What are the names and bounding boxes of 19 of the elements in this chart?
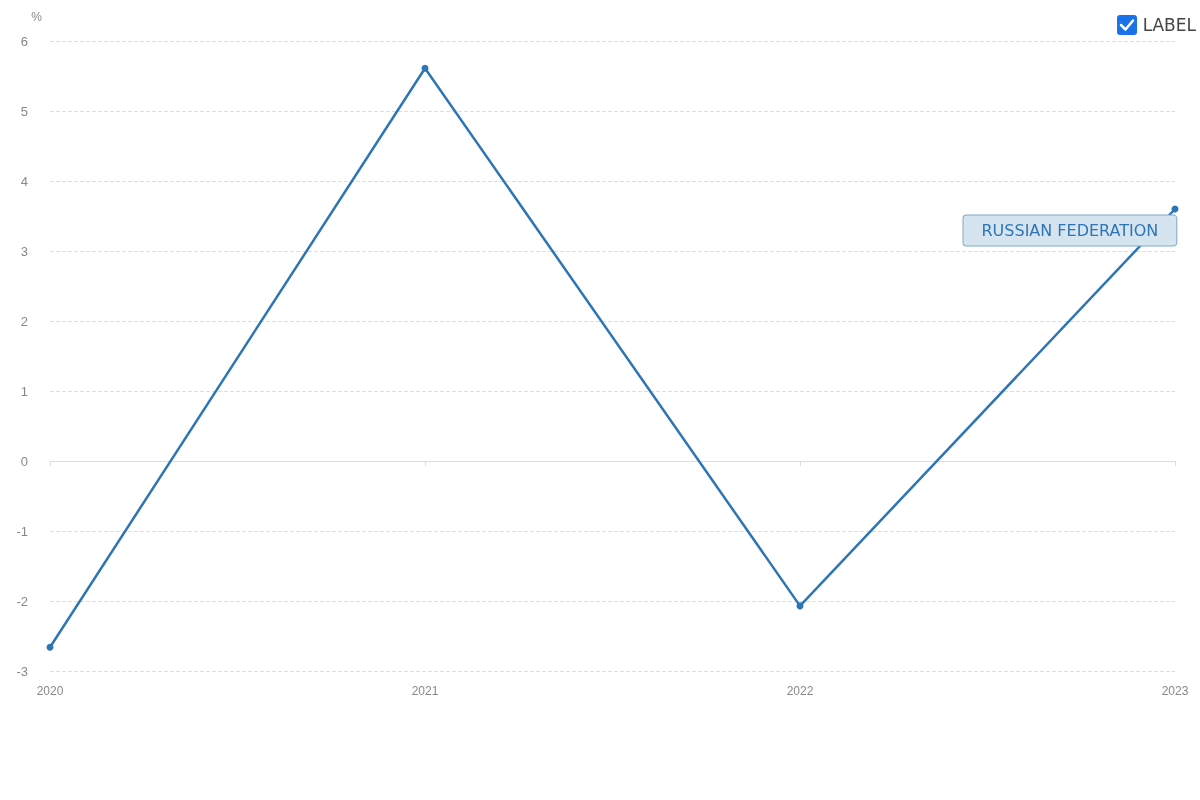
x-tick-label: 2020	[36, 684, 64, 698]
x-tick-label: 2023	[1161, 684, 1189, 698]
y-axis-title: %	[31, 10, 43, 24]
text: LABEL	[1142, 15, 1196, 35]
y-tick-label: 4	[20, 173, 28, 189]
x-tick-label: 2021	[411, 684, 439, 698]
point	[46, 643, 54, 651]
y-tick-label: 1	[20, 383, 28, 399]
point	[421, 64, 429, 72]
y-tick-label: -1	[16, 523, 28, 539]
y-tick-label: 3	[20, 243, 28, 259]
x-tick-label: 2022	[786, 684, 814, 698]
y-tick-label: 5	[20, 103, 28, 119]
y-tick-label: 6	[20, 33, 28, 49]
series-label: RUSSIAN FEDERATION	[981, 221, 1159, 240]
y-tick-label: 0	[20, 453, 28, 469]
y-tick-label: -3	[16, 663, 28, 679]
y-tick-label: 2	[20, 313, 28, 329]
y-tick-label: -2	[16, 593, 28, 609]
